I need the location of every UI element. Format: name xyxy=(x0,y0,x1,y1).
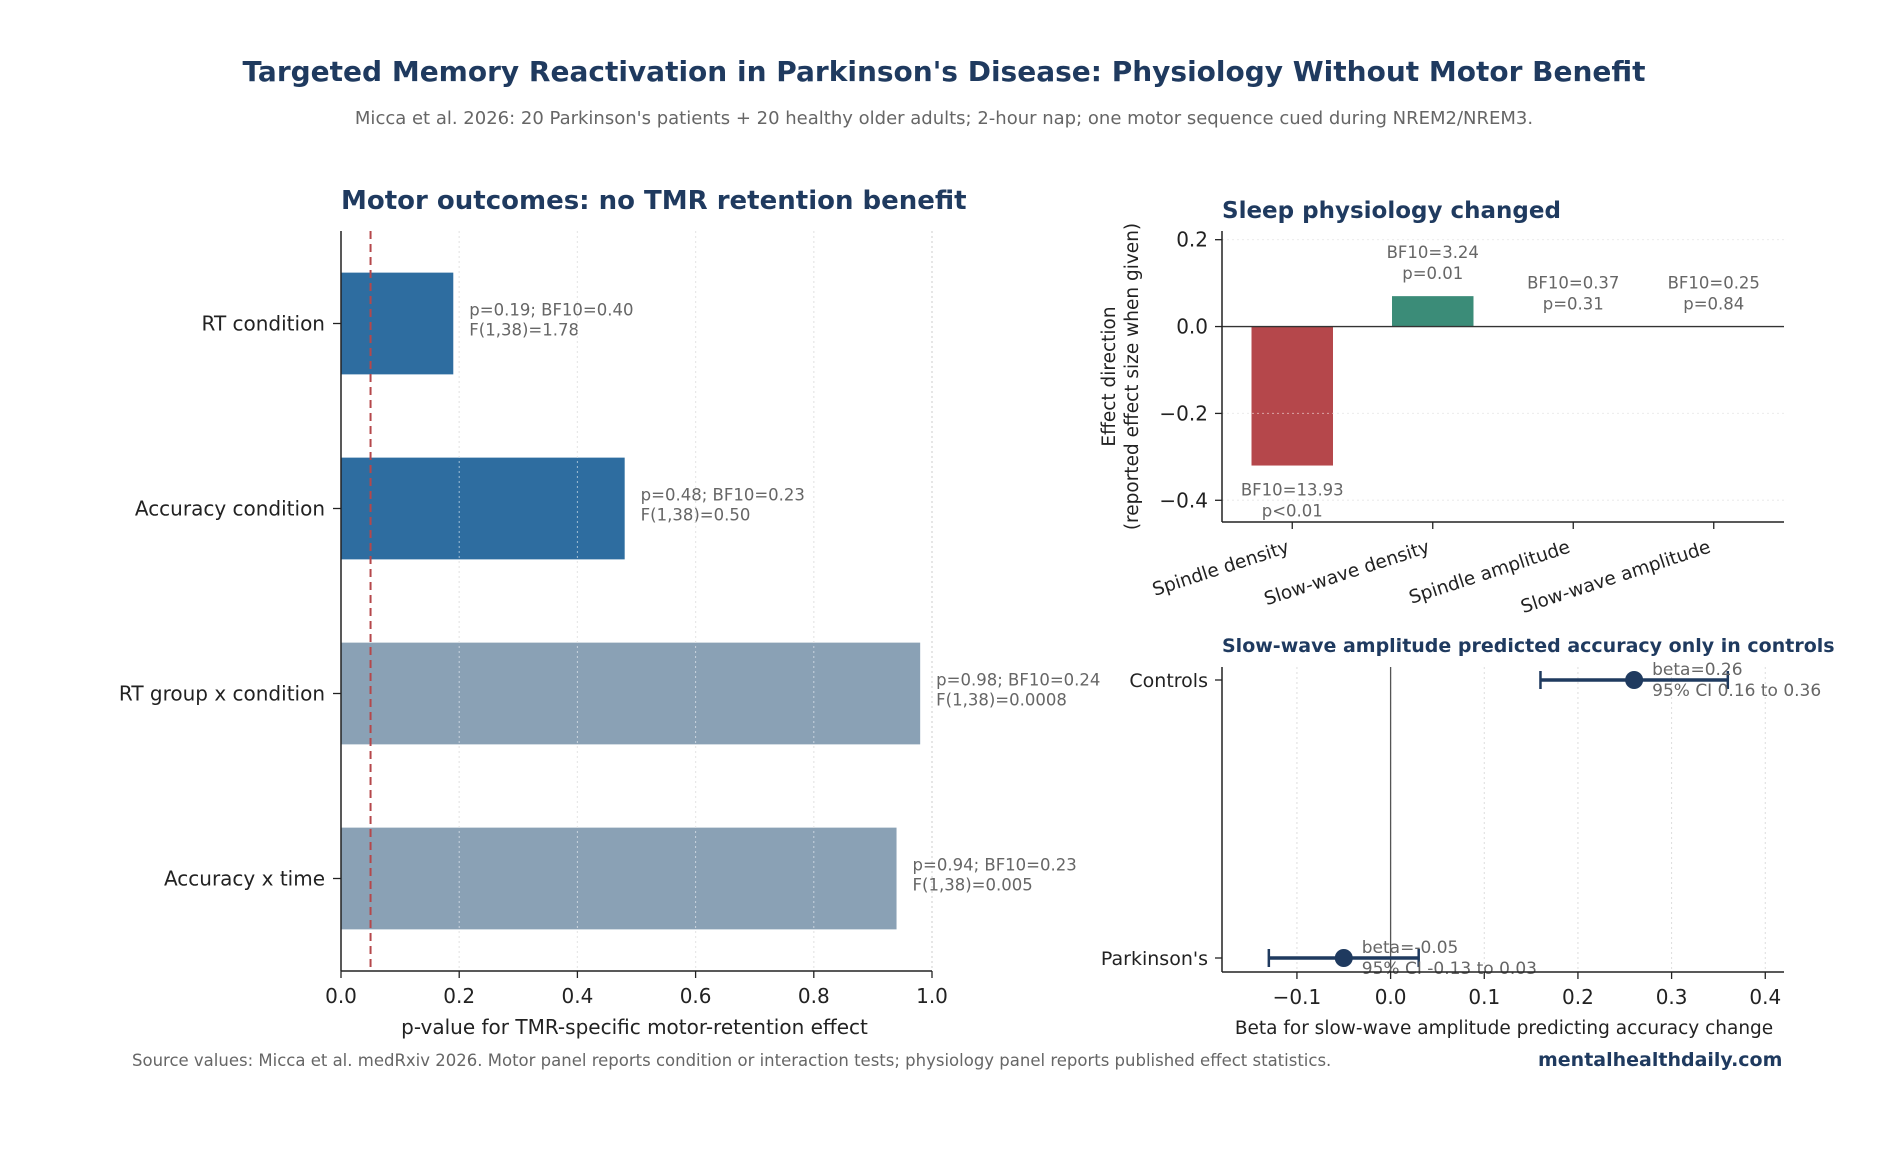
x-axis-label: p-value for TMR-specific motor-retention… xyxy=(401,1015,868,1039)
data-label: F(1,38)=1.78 xyxy=(469,321,579,340)
x-tick-label: 0.0 xyxy=(1375,985,1407,1009)
y-tick-label: 0.2 xyxy=(1176,228,1208,252)
y-axis-label: (reported effect size when given) xyxy=(1122,223,1143,530)
x-tick-label: 0.3 xyxy=(1656,985,1688,1009)
x-tick-label: 0.4 xyxy=(561,984,593,1008)
data-label: F(1,38)=0.005 xyxy=(913,876,1033,895)
data-label: F(1,38)=0.50 xyxy=(641,506,751,525)
x-tick-label: −0.1 xyxy=(1273,985,1322,1009)
bar-spindle-density xyxy=(1251,326,1333,466)
x-tick-label: 0.0 xyxy=(325,984,357,1008)
data-label: p=0.01 xyxy=(1402,264,1463,283)
data-label: beta=0.26 xyxy=(1652,660,1742,680)
category-label: Accuracy condition xyxy=(135,497,325,521)
data-label: p<0.01 xyxy=(1262,502,1323,521)
x-axis-label: Beta for slow-wave amplitude predicting … xyxy=(1235,1018,1773,1039)
data-label: p=0.48; BF10=0.23 xyxy=(641,486,805,505)
category-label: Accuracy x time xyxy=(164,867,325,891)
point-estimate xyxy=(1334,949,1353,967)
y-tick-label: −0.4 xyxy=(1159,488,1208,512)
x-tick-label: 0.4 xyxy=(1749,985,1781,1009)
data-label: p=0.94; BF10=0.23 xyxy=(913,856,1077,875)
panel-title: Sleep physiology changed xyxy=(1222,198,1561,224)
x-tick-label: 1.0 xyxy=(916,984,948,1008)
data-label: p=0.19; BF10=0.40 xyxy=(469,301,633,320)
data-label: BF10=0.25 xyxy=(1668,274,1760,293)
data-label: p=0.31 xyxy=(1543,295,1604,314)
data-label: p=0.84 xyxy=(1683,295,1744,314)
category-label: Parkinson's xyxy=(1101,948,1208,970)
y-tick-label: −0.2 xyxy=(1159,401,1208,425)
panel-title: Slow-wave amplitude predicted accuracy o… xyxy=(1222,635,1835,657)
data-label: F(1,38)=0.0008 xyxy=(936,691,1067,710)
data-label: BF10=13.93 xyxy=(1241,481,1344,500)
data-label: p=0.98; BF10=0.24 xyxy=(936,671,1100,690)
x-tick-label: 0.8 xyxy=(798,984,830,1008)
motor-outcomes-chart: RT condition p=0.19; BF10=0.40F(1,38)=1.7… xyxy=(119,186,1101,1039)
y-axis-label: Effect direction xyxy=(1099,306,1120,446)
category-label: Controls xyxy=(1129,670,1208,692)
brand-link[interactable]: mentalhealthdaily.com xyxy=(1538,1049,1783,1071)
figure-subtitle: Micca et al. 2026: 20 Parkinson's patien… xyxy=(354,108,1534,129)
data-label: BF10=0.37 xyxy=(1527,274,1619,293)
bar-rt-condition xyxy=(341,272,454,375)
bar-rt-group-x-condition xyxy=(341,642,921,745)
data-label: 95% CI -0.13 to 0.03 xyxy=(1362,959,1537,979)
data-label: BF10=3.24 xyxy=(1387,243,1479,262)
data-label: beta=-0.05 xyxy=(1362,938,1459,958)
y-tick-label: 0.0 xyxy=(1176,315,1208,339)
bar-slow-wave-density xyxy=(1392,296,1474,327)
x-tick-label: 0.1 xyxy=(1468,985,1500,1009)
bar-accuracy-x-time xyxy=(341,827,897,930)
panel-title: Motor outcomes: no TMR retention benefit xyxy=(341,186,967,216)
x-tick-label: 0.6 xyxy=(680,984,712,1008)
category-label: RT group x condition xyxy=(119,682,325,706)
point-estimate xyxy=(1625,671,1644,689)
data-label: 95% CI 0.16 to 0.36 xyxy=(1652,681,1821,701)
x-tick-label: 0.2 xyxy=(443,984,475,1008)
source-note: Source values: Micca et al. medRxiv 2026… xyxy=(132,1051,1332,1070)
figure-title: Targeted Memory Reactivation in Parkinso… xyxy=(242,55,1646,88)
bar-accuracy-condition xyxy=(341,457,625,560)
x-tick-label: 0.2 xyxy=(1562,985,1594,1009)
category-label: RT condition xyxy=(202,312,326,336)
